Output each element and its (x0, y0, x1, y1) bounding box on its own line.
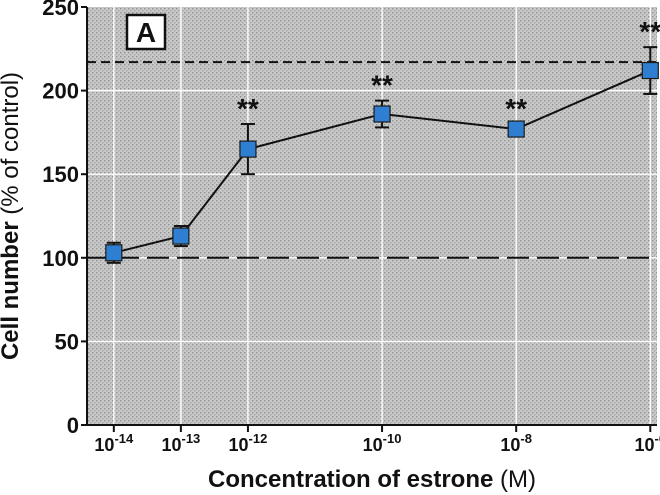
plot-background (87, 7, 657, 425)
panel-label-box (125, 13, 167, 51)
y-tick-label: 0 (67, 413, 79, 438)
x-tick-label: 10-14 (94, 431, 134, 455)
y-tick-label: 150 (42, 162, 79, 187)
significance-label: ** (639, 16, 660, 47)
panel-label: A (136, 17, 156, 48)
series-line (113, 69, 651, 254)
data-point (507, 120, 525, 138)
y-tick-label: 250 (42, 0, 79, 20)
x-axis-title: Concentration of estrone (M) (208, 466, 536, 493)
significance-label: ** (371, 70, 393, 101)
series-layer (105, 46, 659, 264)
data-point (239, 140, 257, 158)
label-layer: ** ** ** ** A Concentration of estrone (M) Cel… (0, 13, 660, 493)
x-tick-label: 10-8 (500, 431, 532, 455)
y-tick-label: 200 (42, 79, 79, 104)
x-tick-label: 10-6 (634, 431, 660, 455)
significance-label: ** (237, 93, 259, 124)
plot-layer (87, 7, 657, 425)
y-axis-title: Cell number (% of control) (0, 72, 24, 360)
data-point (172, 227, 190, 245)
y-tick-label: 50 (55, 329, 79, 354)
reference-lines (87, 61, 657, 259)
data-point (105, 244, 123, 262)
x-tick-label: 10-12 (229, 431, 268, 455)
data-point (373, 105, 391, 123)
data-point (641, 61, 659, 80)
x-tick-label: 10-13 (161, 431, 200, 455)
y-tick-label: 100 (42, 246, 79, 271)
x-tick-label: 10-10 (363, 431, 402, 455)
axis-layer: 0 50 100 150 200 250 10-14 10-13 10-12 10-10 10-8 1… (42, 0, 660, 455)
significance-label: ** (505, 93, 527, 124)
